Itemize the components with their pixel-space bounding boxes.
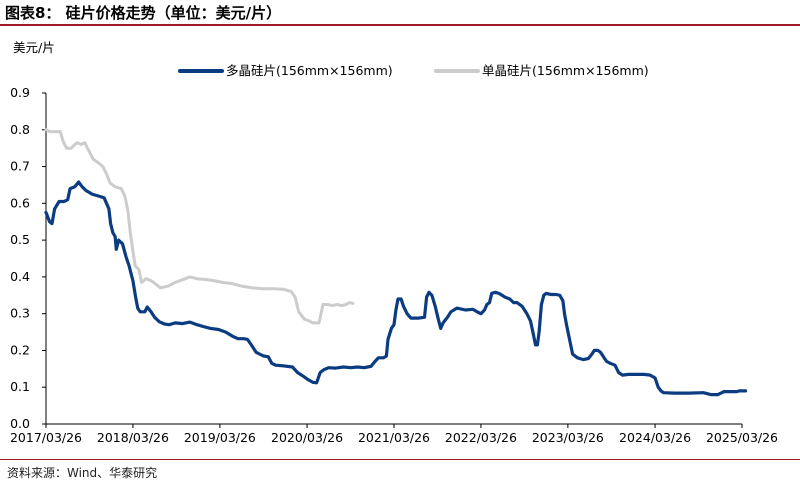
y-tick-label: 0.2 [10, 342, 30, 357]
y-tick-label: 0.5 [10, 232, 30, 247]
x-tick-label: 2019/03/26 [184, 430, 256, 445]
x-tick-label: 2018/03/26 [97, 430, 169, 445]
source-divider [0, 459, 800, 460]
x-tick-label: 2022/03/26 [445, 430, 517, 445]
title-bar: 图表8： 硅片价格走势（单位：美元/片） [0, 0, 800, 26]
title-divider [0, 24, 800, 26]
y-tick-label: 0.1 [10, 379, 30, 394]
source-note: 资料来源：Wind、华泰研究 [7, 466, 158, 480]
x-tick-label: 2025/03/26 [706, 430, 778, 445]
y-axis-ticks: 0.0 0.1 0.2 0.3 0.4 0.5 0.6 0.7 0.8 0.9 [10, 85, 46, 431]
chart-title: 图表8： 硅片价格走势（单位：美元/片） [5, 4, 282, 22]
y-axis-unit: 美元/片 [13, 40, 55, 55]
legend-label-monosilicon: 单晶硅片(156mm×156mm) [482, 63, 649, 78]
x-axis-ticks: 2017/03/26 2018/03/26 2019/03/26 2020/03/26… [10, 424, 778, 445]
y-tick-label: 0.3 [10, 306, 30, 321]
x-tick-label: 2017/03/26 [10, 430, 82, 445]
x-tick-label: 2023/03/26 [532, 430, 604, 445]
x-tick-label: 2024/03/26 [619, 430, 691, 445]
series-group [44, 128, 748, 397]
x-tick-label: 2020/03/26 [271, 430, 343, 445]
y-tick-label: 0.9 [10, 85, 30, 100]
y-tick-label: 0.6 [10, 195, 30, 210]
y-tick-label: 0.0 [10, 416, 30, 431]
y-tick-label: 0.4 [10, 269, 30, 284]
series-line-monosilicon [44, 128, 355, 325]
y-tick-label: 0.8 [10, 122, 30, 137]
chart-legend: 多晶硅片(156mm×156mm) 单晶硅片(156mm×156mm) [178, 63, 649, 78]
legend-label-polysilicon: 多晶硅片(156mm×156mm) [226, 63, 393, 78]
x-tick-label: 2021/03/26 [358, 430, 430, 445]
series-line-polysilicon [44, 180, 748, 397]
y-tick-label: 0.7 [10, 159, 30, 174]
